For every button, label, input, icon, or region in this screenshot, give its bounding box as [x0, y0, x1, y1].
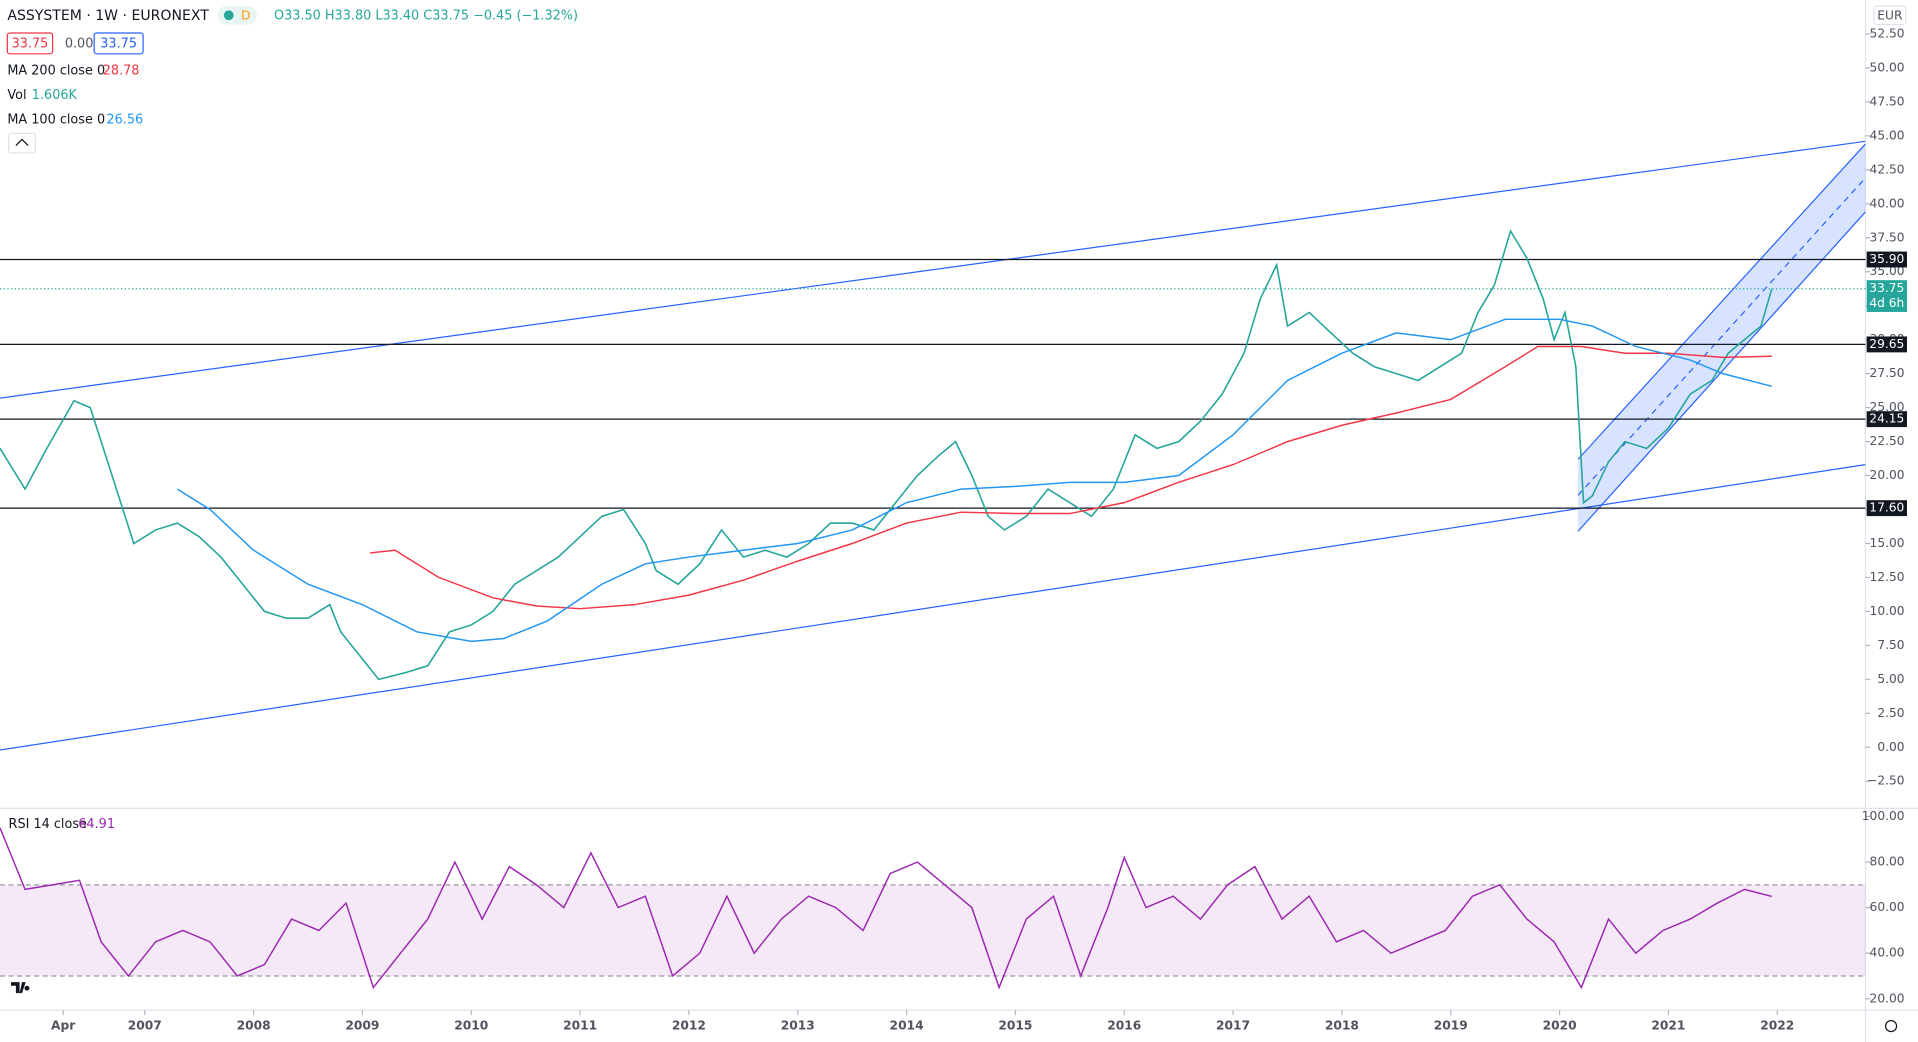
channel-line: [1577, 211, 1866, 532]
x-tick-label: 2021: [1651, 1019, 1685, 1033]
ask: 33.75: [100, 37, 137, 52]
ask-box[interactable]: [93, 32, 144, 55]
channel-line: [1577, 143, 1866, 460]
collapse-button[interactable]: [7, 132, 37, 154]
y-tick-label: 47.50: [1870, 94, 1905, 108]
rsi-value: 64.91: [78, 817, 115, 832]
x-tick-label: 2019: [1434, 1019, 1468, 1033]
x-tick-label: 2008: [237, 1019, 271, 1033]
rsi-tick-label: 20.00: [1870, 991, 1905, 1005]
bid: 33.75: [12, 37, 49, 52]
vol-legend: Vol: [7, 88, 26, 103]
y-tick-label: 0.00: [1877, 740, 1904, 754]
y-tick-label: 52.50: [1870, 26, 1905, 40]
ma200-value: 28.78: [103, 63, 140, 78]
settings-icon[interactable]: [1884, 1019, 1898, 1033]
x-tick-label: 2018: [1325, 1019, 1359, 1033]
y-tick-label: 22.50: [1870, 434, 1905, 448]
x-tick-label: 2009: [345, 1019, 379, 1033]
x-tick-label: 2020: [1543, 1019, 1577, 1033]
last-price-label: 33.75: [1869, 281, 1904, 295]
channel-fill: [1578, 144, 1866, 532]
y-tick-label: 37.50: [1870, 230, 1905, 244]
trend-line: [0, 464, 1866, 751]
y-tick-label: 5.00: [1877, 672, 1904, 686]
rsi-legend: RSI 14 close: [9, 817, 87, 832]
trend-line: [0, 140, 1866, 399]
rsi-tick-label: 100.00: [1862, 809, 1905, 823]
x-tick-label: 2022: [1760, 1019, 1794, 1033]
currency-box[interactable]: [1873, 5, 1907, 26]
level-tag: [1866, 251, 1907, 268]
y-tick-label: 2.50: [1877, 706, 1904, 720]
x-tick-label: 2014: [890, 1019, 924, 1033]
ohlc: O33.50 H33.80 L33.40 C33.75 −0.45 (−1.32…: [274, 8, 578, 23]
x-tick-label: 2015: [998, 1019, 1032, 1033]
y-tick-label: 20.00: [1870, 468, 1905, 482]
y-tick-label: 45.00: [1870, 128, 1905, 142]
x-tick-label: 2007: [128, 1019, 162, 1033]
rsi-tick-label: 40.00: [1870, 946, 1905, 960]
level-label: 17.60: [1869, 501, 1904, 515]
last-price-tag: [1866, 280, 1907, 312]
y-tick-label: 35.00: [1870, 264, 1905, 278]
y-tick-label: 50.00: [1870, 60, 1905, 74]
countdown: 4d 6h: [1869, 296, 1904, 310]
level-label: 24.15: [1869, 412, 1904, 426]
level-label: 29.65: [1869, 337, 1904, 351]
level-tag: [1866, 500, 1907, 517]
symbol-title: ASSYSTEM · 1W · EURONEXT: [7, 8, 209, 24]
rsi-tick-label: 60.00: [1870, 900, 1905, 914]
currency: EUR: [1877, 8, 1903, 22]
vol-value: 1.606K: [32, 88, 78, 103]
ma100-value: 26.56: [106, 112, 143, 127]
ma-line: [369, 345, 1772, 610]
y-tick-label: 10.00: [1870, 604, 1905, 618]
bid-box[interactable]: [6, 32, 54, 55]
y-tick-label: 40.00: [1870, 196, 1905, 210]
status-dot: [223, 10, 234, 21]
y-tick-label: −2.50: [1867, 774, 1904, 788]
badge-pill: [217, 6, 257, 25]
x-tick-label: 2010: [454, 1019, 488, 1033]
y-tick-label: 27.50: [1870, 366, 1905, 380]
ma100-legend: MA 100 close 0: [7, 112, 105, 127]
y-tick-label: 12.50: [1870, 570, 1905, 584]
y-tick-label: 42.50: [1870, 162, 1905, 176]
interval-badge: D: [241, 8, 250, 22]
x-tick-label: 2016: [1107, 1019, 1141, 1033]
rsi-line: [0, 827, 1773, 990]
x-tick-label: 2017: [1216, 1019, 1250, 1033]
x-tick-label: 2012: [672, 1019, 706, 1033]
level-tag: [1866, 336, 1907, 353]
ma200-legend: MA 200 close 0: [7, 63, 105, 78]
x-tick-label: Apr: [51, 1019, 75, 1033]
ma-line: [176, 318, 1773, 643]
rsi-band: [0, 884, 1866, 977]
collapse-icon: [15, 138, 29, 146]
y-tick-label: 25.00: [1870, 400, 1905, 414]
x-tick-label: 2013: [781, 1019, 815, 1033]
price-line: [0, 229, 1773, 681]
y-tick-label: 7.50: [1877, 638, 1904, 652]
rsi-tick-label: 80.00: [1870, 855, 1905, 869]
x-tick-label: 2011: [563, 1019, 597, 1033]
y-tick-label: 15.00: [1870, 536, 1905, 550]
level-tag: [1866, 411, 1907, 428]
logo: [11, 982, 30, 994]
level-label: 35.90: [1869, 252, 1904, 266]
spread: 0.00: [65, 37, 94, 52]
